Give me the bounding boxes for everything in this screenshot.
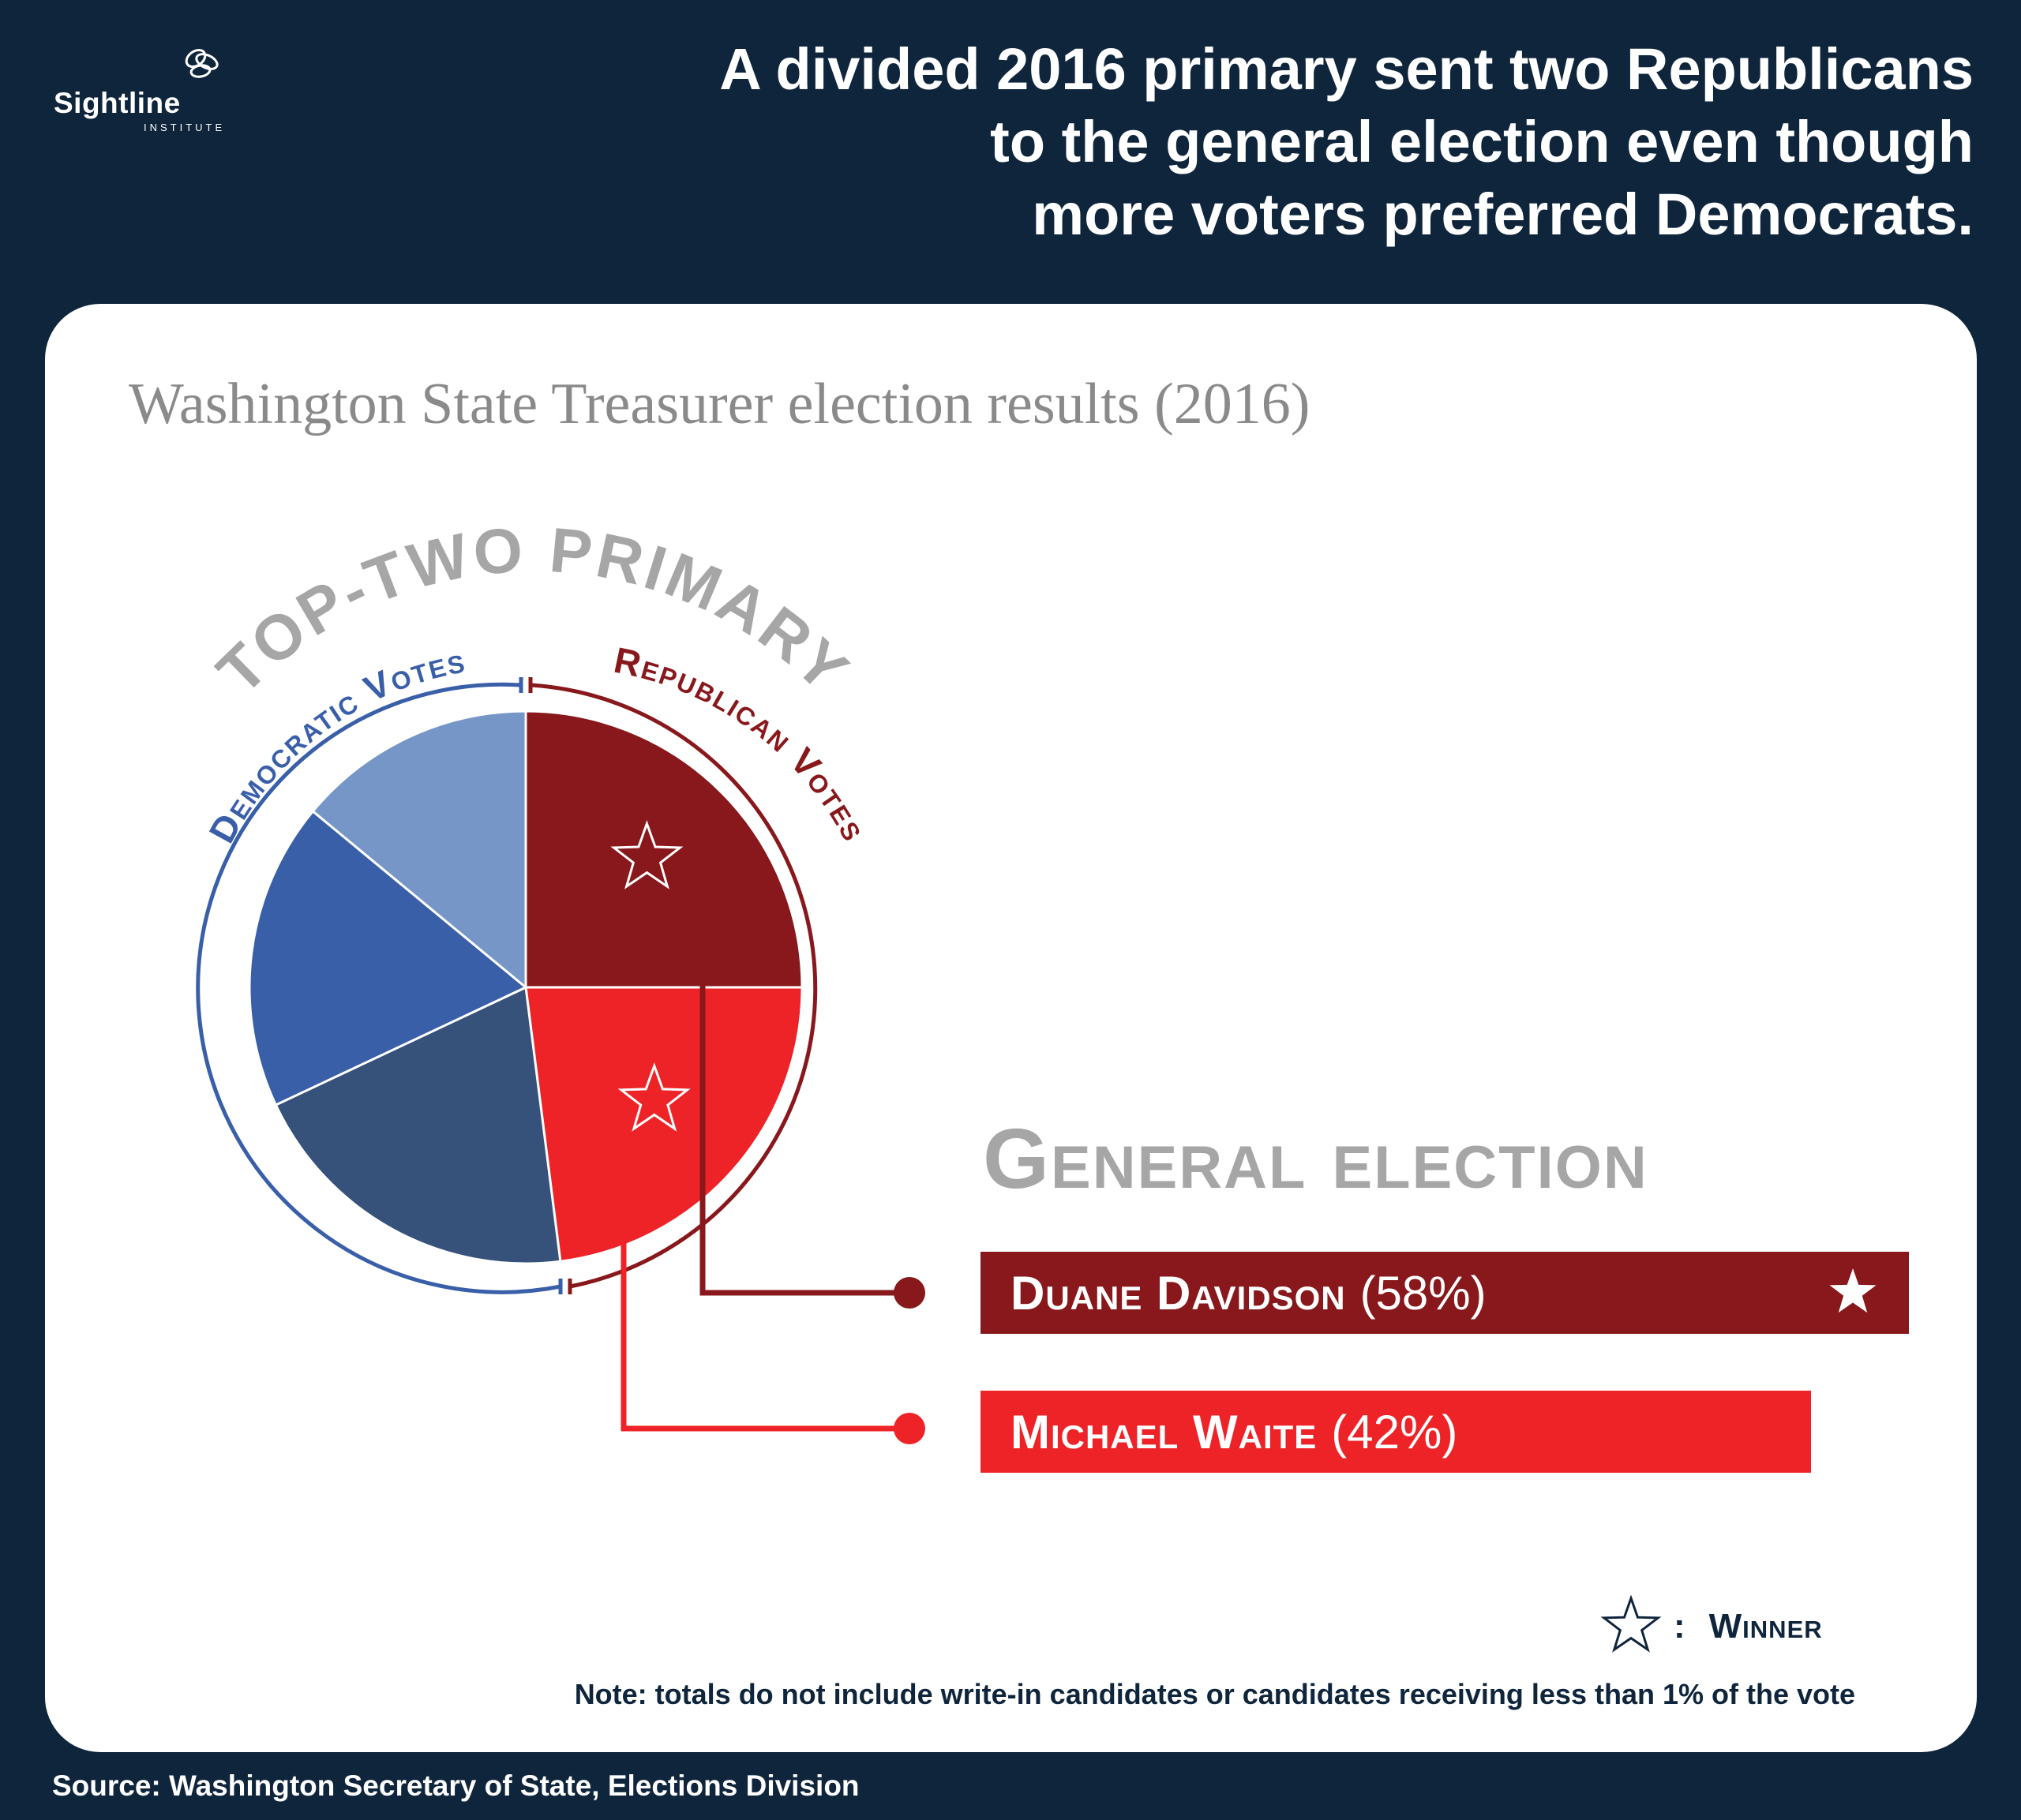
headline: A divided 2016 primary sent two Republic… [395,33,1974,251]
connector-dot-davidson [894,1277,925,1309]
legend-colon: : [1674,1607,1685,1646]
bar-value-davidson: (58%) [1359,1266,1487,1320]
bar-michael-waite: Michael Waite (42%) [981,1391,1811,1473]
general-election-title: General election [983,1110,1648,1206]
connector-line-waite [621,1156,908,1432]
headline-line-2: to the general election even though [990,109,1974,174]
bar-value-waite: (42%) [1331,1405,1458,1459]
headline-line-1: A divided 2016 primary sent two Republic… [719,36,1974,102]
winner-star-icon [1829,1268,1877,1313]
bar-label-waite: Michael Waite [1010,1405,1318,1459]
bar-label-davidson: Duane Davidson [1010,1266,1346,1320]
pie-winner-star-icon [617,1062,691,1132]
source-credit: Source: Washington Secretary of State, E… [52,1769,860,1802]
chart-title: Washington State Treasurer election resu… [129,372,1310,436]
pie-slice-democratic-3 [274,985,562,1265]
republican-bracket-arc [530,683,818,1289]
top-two-primary-text: TOP-TWO PRIMARY [204,514,861,707]
pie-winner-star-icon [610,820,684,889]
pie-slice-democratic-5 [311,710,527,991]
legend-label: Winner [1708,1607,1823,1646]
footnote: Note: totals do not include write-in can… [574,1678,1855,1710]
sightline-logo: Sightline INSTITUTE [47,39,245,142]
pie-slice-democratic-4 [248,809,528,1107]
top-two-primary-label: TOP-TWO PRIMARY [204,514,864,707]
legend: : Winner [1599,1595,1823,1654]
connector-dot-waite [894,1413,925,1444]
logo-wordmark: Sightline [54,87,181,119]
logo-subtitle: INSTITUTE [144,122,226,133]
connector-line-davidson [699,943,908,1296]
headline-line-3: more voters preferred Democrats. [1032,182,1974,247]
pie-slice-republican-1 [524,710,804,989]
winner-outline-star-icon [1600,1595,1662,1653]
bar-duane-davidson: Duane Davidson (58%) [981,1252,1909,1334]
pie-slice-republican-2 [524,986,804,1263]
logo-knot-icon [185,49,219,78]
democratic-bracket-arc [196,682,561,1294]
